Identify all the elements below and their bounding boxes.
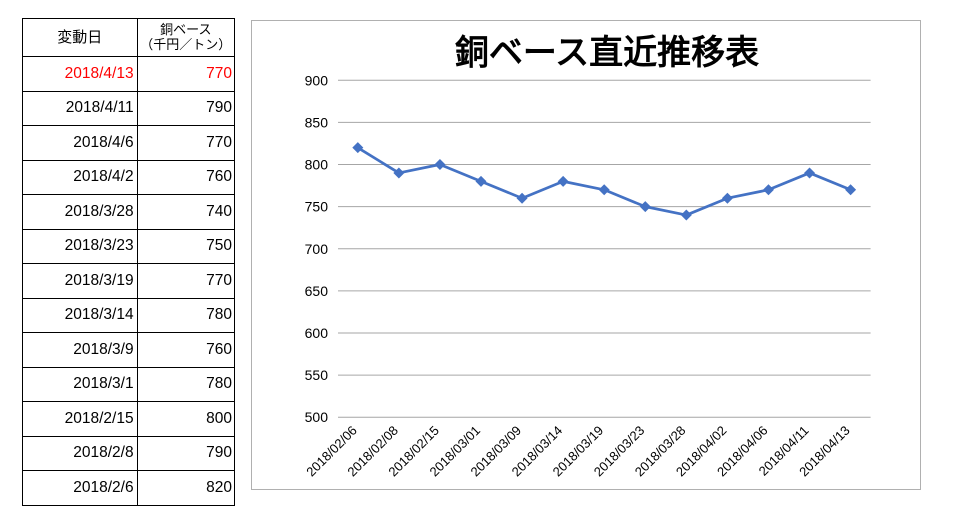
svg-text:500: 500	[305, 409, 329, 425]
svg-text:550: 550	[305, 367, 329, 383]
svg-text:900: 900	[305, 72, 329, 88]
svg-text:750: 750	[305, 199, 329, 215]
svg-text:800: 800	[305, 157, 329, 173]
svg-text:700: 700	[305, 241, 329, 257]
svg-text:650: 650	[305, 283, 329, 299]
svg-text:600: 600	[305, 325, 329, 341]
svg-text:850: 850	[305, 114, 329, 130]
